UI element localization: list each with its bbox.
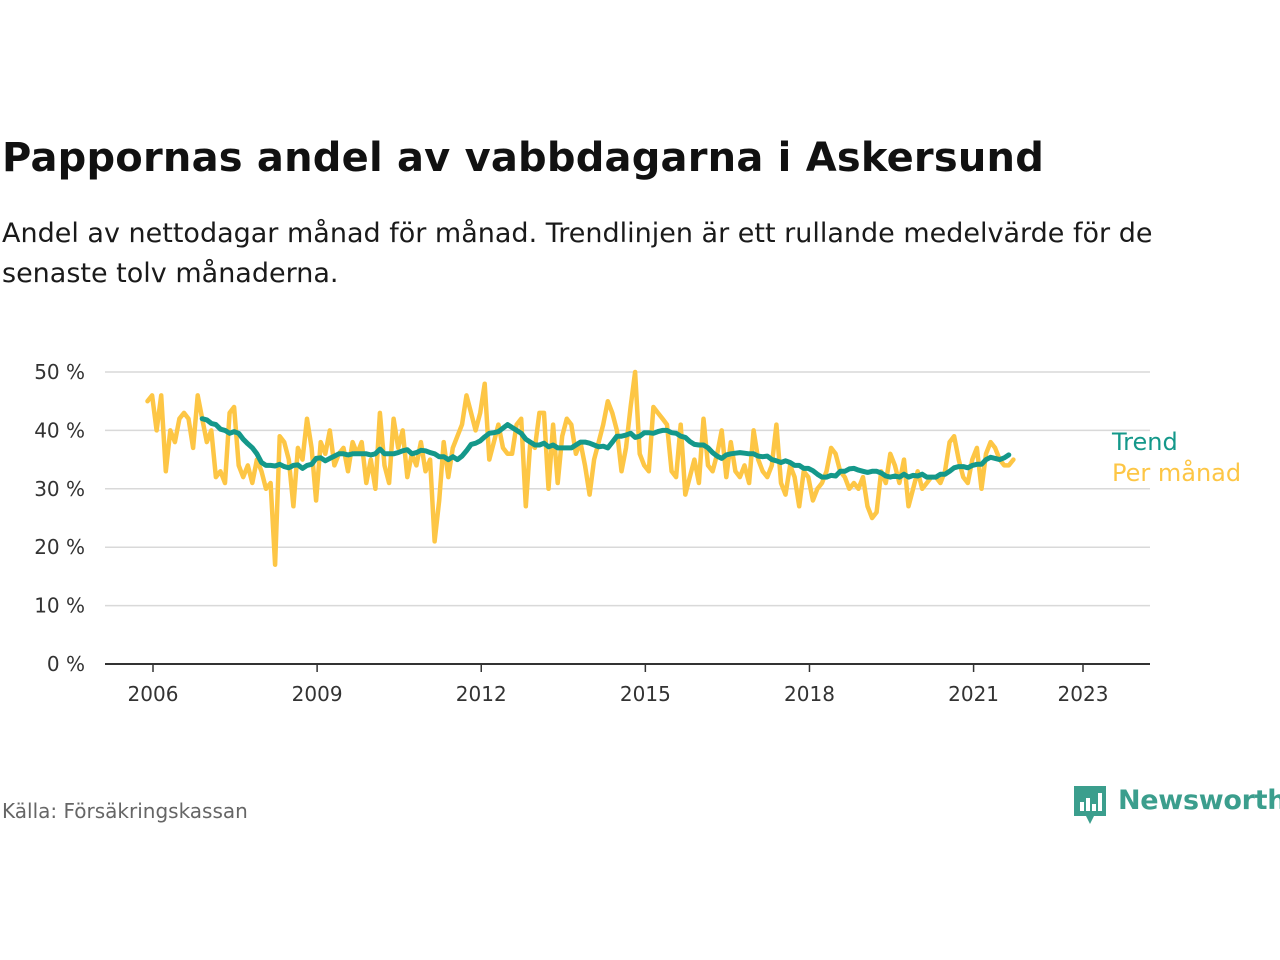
series-line-per-manad bbox=[145, 369, 1016, 567]
y-axis-ticks: 0 % 10 % 20 % 30 % 40 % 50 % bbox=[34, 360, 85, 676]
chart-title: Pappornas andel av vabbdagarna i Askersu… bbox=[2, 135, 1045, 181]
y-tick-label: 0 % bbox=[47, 652, 85, 676]
series-label-per-manad: Per månad bbox=[1112, 458, 1241, 487]
series-label-trend: Trend bbox=[1111, 428, 1178, 456]
x-tick-label: 2023 bbox=[1058, 682, 1109, 706]
x-tick-label: 2006 bbox=[128, 682, 179, 706]
x-tick-label: 2021 bbox=[948, 682, 999, 706]
y-tick-label: 30 % bbox=[34, 477, 85, 501]
x-tick-label: 2018 bbox=[784, 682, 835, 706]
source-note: Källa: Försäkringskassan bbox=[2, 799, 248, 823]
series-line-trend bbox=[199, 416, 1012, 480]
x-axis-ticks: 2006 2009 2012 2015 2018 2021 2023 bbox=[128, 664, 1109, 706]
y-tick-label: 40 % bbox=[34, 418, 85, 442]
y-tick-label: 20 % bbox=[34, 535, 85, 559]
newsworthy-logo-icon bbox=[1074, 786, 1106, 824]
brand-name: Newsworthy bbox=[1118, 785, 1280, 816]
x-tick-label: 2009 bbox=[292, 682, 343, 706]
x-tick-label: 2015 bbox=[620, 682, 671, 706]
series-lines bbox=[145, 369, 1016, 567]
x-tick-label: 2012 bbox=[456, 682, 507, 706]
y-tick-label: 10 % bbox=[34, 594, 85, 618]
chart-subtitle: Andel av nettodagar månad för månad. Tre… bbox=[2, 218, 1153, 289]
y-tick-label: 50 % bbox=[34, 360, 85, 384]
